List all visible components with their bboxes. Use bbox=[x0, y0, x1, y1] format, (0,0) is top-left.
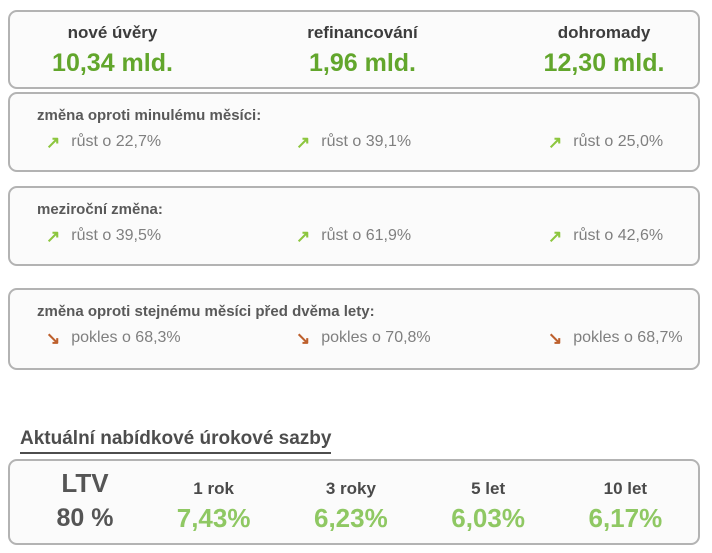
change-item: ↗ růst o 39,5% bbox=[46, 227, 296, 245]
change-text: růst o 39,5% bbox=[71, 227, 162, 244]
summary-label: nové úvěry bbox=[67, 23, 158, 42]
change-item: ↗ růst o 42,6% bbox=[548, 227, 698, 245]
change-item: ↘ pokles o 68,7% bbox=[548, 329, 698, 347]
change-item: ↗ růst o 39,1% bbox=[296, 133, 548, 151]
growth-arrow-icon: ↗ bbox=[46, 132, 61, 152]
section-heading: změna oproti minulému měsíci: bbox=[37, 107, 262, 124]
section-row: ↗ růst o 22,7% ↗ růst o 39,1% ↗ růst o 2… bbox=[10, 133, 698, 151]
rate-term-row: 5 let bbox=[420, 471, 557, 499]
ltv-label: LTV bbox=[61, 468, 109, 498]
ltv-cell: LTV 80 % bbox=[25, 468, 145, 543]
change-text: pokles o 68,3% bbox=[71, 329, 181, 346]
decline-arrow-icon: ↘ bbox=[548, 328, 563, 348]
rate-column-5let: 5 let 6,03% bbox=[420, 471, 557, 543]
rates-title: Aktuální nabídkové úrokové sazby bbox=[20, 428, 332, 454]
summary-label: refinancování bbox=[307, 23, 418, 42]
change-item: ↗ růst o 25,0% bbox=[548, 133, 698, 151]
change-item: ↗ růst o 61,9% bbox=[296, 227, 548, 245]
rate-term: 1 rok bbox=[193, 479, 234, 498]
summary-column-new-loans: nové úvěry 10,34 mld. bbox=[10, 22, 215, 87]
decline-arrow-icon: ↘ bbox=[46, 328, 61, 348]
section-two-year-change: změna oproti stejnému měsíci před dvěma … bbox=[8, 288, 700, 370]
section-month-change: změna oproti minulému měsíci: ↗ růst o 2… bbox=[8, 92, 700, 172]
section-row: ↗ růst o 39,5% ↗ růst o 61,9% ↗ růst o 4… bbox=[10, 227, 698, 245]
decline-arrow-icon: ↘ bbox=[296, 328, 311, 348]
change-text: růst o 22,7% bbox=[71, 133, 162, 150]
summary-panel: nové úvěry 10,34 mld. refinancování 1,96… bbox=[8, 10, 700, 89]
growth-arrow-icon: ↗ bbox=[548, 132, 563, 152]
rate-term-row: 3 roky bbox=[282, 471, 419, 499]
section-heading: meziroční změna: bbox=[37, 201, 163, 218]
summary-value: 12,30 mld. bbox=[543, 49, 665, 77]
change-item: ↘ pokles o 68,3% bbox=[46, 329, 296, 347]
rate-term-row: 10 let bbox=[557, 471, 694, 499]
change-text: růst o 39,1% bbox=[321, 133, 412, 150]
change-item: ↗ růst o 22,7% bbox=[46, 133, 296, 151]
rate-column-3roky: 3 roky 6,23% bbox=[282, 471, 419, 543]
summary-value: 1,96 mld. bbox=[309, 49, 416, 77]
section-yearly-change: meziroční změna: ↗ růst o 39,5% ↗ růst o… bbox=[8, 186, 700, 266]
change-text: růst o 42,6% bbox=[573, 227, 664, 244]
summary-column-refinancing: refinancování 1,96 mld. bbox=[215, 22, 510, 87]
change-item: ↘ pokles o 70,8% bbox=[296, 329, 548, 347]
summary-value: 10,34 mld. bbox=[52, 49, 173, 77]
growth-arrow-icon: ↗ bbox=[46, 226, 61, 246]
rate-value: 6,23% bbox=[314, 503, 388, 533]
growth-arrow-icon: ↗ bbox=[548, 226, 563, 246]
change-text: pokles o 70,8% bbox=[321, 329, 431, 346]
rate-term-row: 1 rok bbox=[145, 471, 282, 499]
ltv-label-row: LTV bbox=[25, 468, 145, 499]
growth-arrow-icon: ↗ bbox=[296, 132, 311, 152]
section-heading: změna oproti stejnému měsíci před dvěma … bbox=[37, 303, 375, 320]
rates-panel: LTV 80 % 1 rok 7,43% 3 roky 6,23% 5 let … bbox=[8, 459, 700, 545]
rate-value: 7,43% bbox=[176, 503, 251, 533]
ltv-value: 80 % bbox=[56, 504, 114, 532]
rate-value: 6,17% bbox=[588, 503, 663, 533]
rate-term: 10 let bbox=[603, 479, 648, 498]
rate-value: 6,03% bbox=[451, 503, 525, 533]
summary-column-total: dohromady 12,30 mld. bbox=[510, 22, 698, 87]
rate-term: 5 let bbox=[471, 479, 506, 498]
summary-label: dohromady bbox=[557, 23, 651, 42]
rate-term: 3 roky bbox=[325, 479, 376, 498]
change-text: pokles o 68,7% bbox=[573, 329, 683, 346]
section-row: ↘ pokles o 68,3% ↘ pokles o 70,8% ↘ pokl… bbox=[10, 329, 698, 347]
rate-column-10let: 10 let 6,17% bbox=[557, 471, 694, 543]
change-text: růst o 25,0% bbox=[573, 133, 664, 150]
change-text: růst o 61,9% bbox=[321, 227, 412, 244]
rate-column-1rok: 1 rok 7,43% bbox=[145, 471, 282, 543]
growth-arrow-icon: ↗ bbox=[296, 226, 311, 246]
